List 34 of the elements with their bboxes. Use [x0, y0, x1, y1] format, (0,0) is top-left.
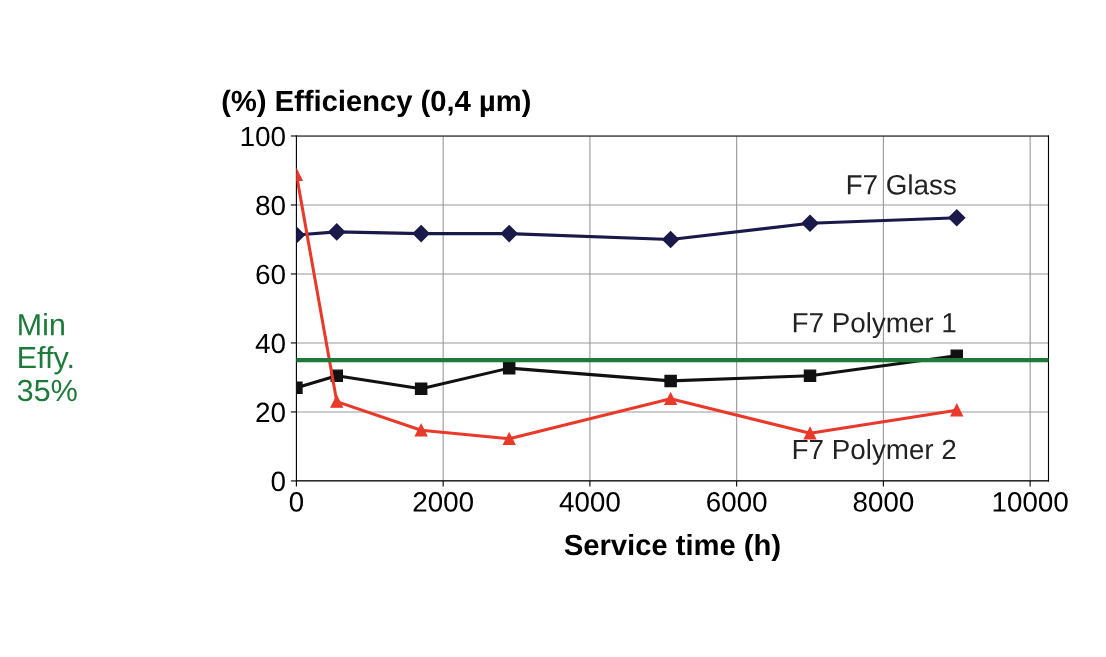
ref-line-label: Min Effy. 35%: [17, 313, 77, 402]
y-tick-label: 40: [255, 333, 285, 354]
x-tick-label: 2000: [413, 492, 473, 512]
chart-title: (%) Efficiency (0,4 µm): [222, 89, 530, 118]
y-tick-label: 100: [241, 126, 285, 147]
point: [414, 382, 428, 396]
y-tick-label: 20: [256, 402, 285, 423]
point: [948, 209, 966, 227]
x-axis-title: Service time (h): [564, 533, 780, 562]
x-tick-label: 4000: [559, 492, 620, 512]
y-tick-label: 0: [271, 471, 285, 492]
point: [664, 392, 677, 406]
point: [330, 395, 344, 408]
point: [664, 374, 677, 388]
y-tick-label: 60: [256, 264, 285, 285]
series-label: F7 Polymer 1: [793, 312, 956, 339]
point: [414, 423, 428, 437]
point: [502, 432, 516, 446]
point: [328, 223, 346, 241]
series-label: F7 Glass: [847, 174, 956, 195]
series-label: F7 Polymer 2: [793, 438, 956, 465]
point: [502, 361, 516, 375]
point: [662, 230, 680, 249]
x-tick-label: 8000: [853, 492, 914, 512]
point: [500, 225, 518, 243]
point: [803, 369, 817, 382]
point: [950, 403, 964, 417]
point: [801, 214, 819, 232]
point: [412, 225, 430, 243]
point: [803, 427, 817, 440]
y-tick-label: 80: [256, 195, 285, 216]
x-tick-label: 10000: [993, 492, 1068, 512]
x-tick-label: 0: [289, 492, 304, 512]
x-tick-label: 6000: [707, 492, 767, 512]
